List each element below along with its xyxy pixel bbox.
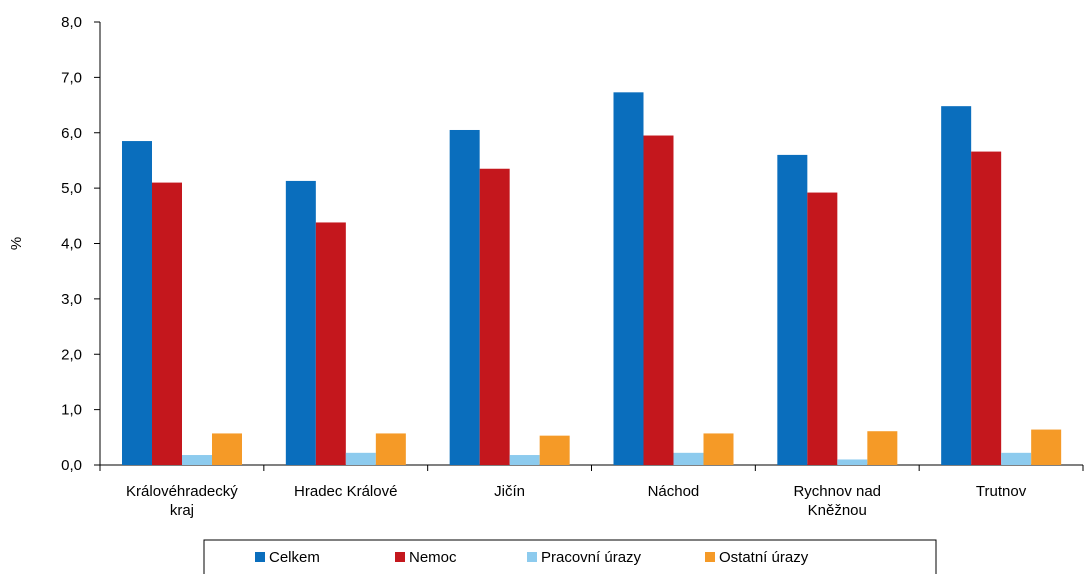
legend-box — [203, 539, 937, 574]
y-tick-label: 5,0 — [61, 180, 82, 197]
category-label-line: kraj — [170, 502, 194, 519]
bar-pracovní-úrazy — [837, 459, 868, 465]
bar-pracovní-úrazy — [1001, 452, 1032, 465]
y-tick-label: 0,0 — [61, 457, 82, 474]
bar-celkem — [122, 141, 152, 465]
y-tick-label: 3,0 — [61, 291, 82, 308]
category-label-line: Hradec Králové — [294, 483, 397, 500]
y-tick-label: 6,0 — [61, 125, 82, 142]
bar-nemoc — [807, 192, 838, 465]
bar-nemoc — [971, 151, 1002, 465]
y-tick-label: 8,0 — [61, 14, 82, 31]
bar-pracovní-úrazy — [345, 452, 376, 465]
bar-pracovní-úrazy — [673, 452, 704, 465]
legend-label: Nemoc — [409, 549, 457, 566]
bar-celkem — [613, 92, 644, 466]
bar-nemoc — [152, 182, 182, 465]
bar-nemoc — [315, 222, 346, 465]
legend-swatch — [255, 552, 265, 562]
legend: Celkem Nemoc Pracovní úrazy Ostatní úrazy — [203, 539, 937, 574]
bar-ostatní-úrazy — [1031, 429, 1062, 465]
bar-nemoc — [479, 168, 510, 465]
legend-swatch — [705, 552, 715, 562]
category-label: Rychnov nad Kněžnou — [793, 483, 881, 519]
bar-celkem — [449, 129, 480, 465]
bar-ostatní-úrazy — [867, 431, 898, 465]
legend-label: Celkem — [269, 549, 320, 566]
y-axis: 0,0 1,0 2,0 3,0 4,0 5,0 6,0 7,0 8,0 — [61, 14, 101, 474]
bar-ostatní-úrazy — [375, 433, 406, 465]
category-label-line: Královéhradecký — [126, 483, 238, 500]
y-axis-label: % — [8, 237, 25, 250]
x-axis: Královéhradecký kraj Hradec Králové Jičín Ná… — [99, 464, 1084, 519]
bar-celkem — [941, 106, 972, 466]
bar-ostatní-úrazy — [212, 433, 242, 465]
category-label-line: Trutnov — [976, 483, 1027, 500]
bar-ostatní-úrazy — [703, 433, 734, 465]
category-label-line: Kněžnou — [808, 502, 867, 519]
legend-swatch — [395, 552, 405, 562]
category-label-line: Jičín — [494, 483, 525, 500]
legend-swatch — [527, 552, 537, 562]
category-label-line: Náchod — [648, 483, 700, 500]
category-label: Trutnov — [976, 483, 1027, 500]
bar-pracovní-úrazy — [182, 455, 212, 465]
bars — [122, 92, 1062, 466]
y-tick-label: 2,0 — [61, 346, 82, 363]
bar-pracovní-úrazy — [509, 455, 540, 465]
category-label: Náchod — [648, 483, 700, 500]
category-label: Královéhradecký kraj — [126, 483, 238, 519]
bar-celkem — [285, 180, 316, 465]
legend-label: Ostatní úrazy — [719, 549, 809, 566]
legend-label: Pracovní úrazy — [541, 549, 642, 566]
bar-ostatní-úrazy — [539, 435, 570, 465]
y-tick-label: 7,0 — [61, 69, 82, 86]
category-label: Jičín — [494, 483, 525, 500]
bar-nemoc — [643, 135, 674, 466]
category-label-line: Rychnov nad — [793, 483, 881, 500]
y-tick-label: 1,0 — [61, 402, 82, 419]
y-tick-label: 4,0 — [61, 236, 82, 253]
bar-celkem — [777, 154, 808, 465]
category-label: Hradec Králové — [294, 483, 397, 500]
